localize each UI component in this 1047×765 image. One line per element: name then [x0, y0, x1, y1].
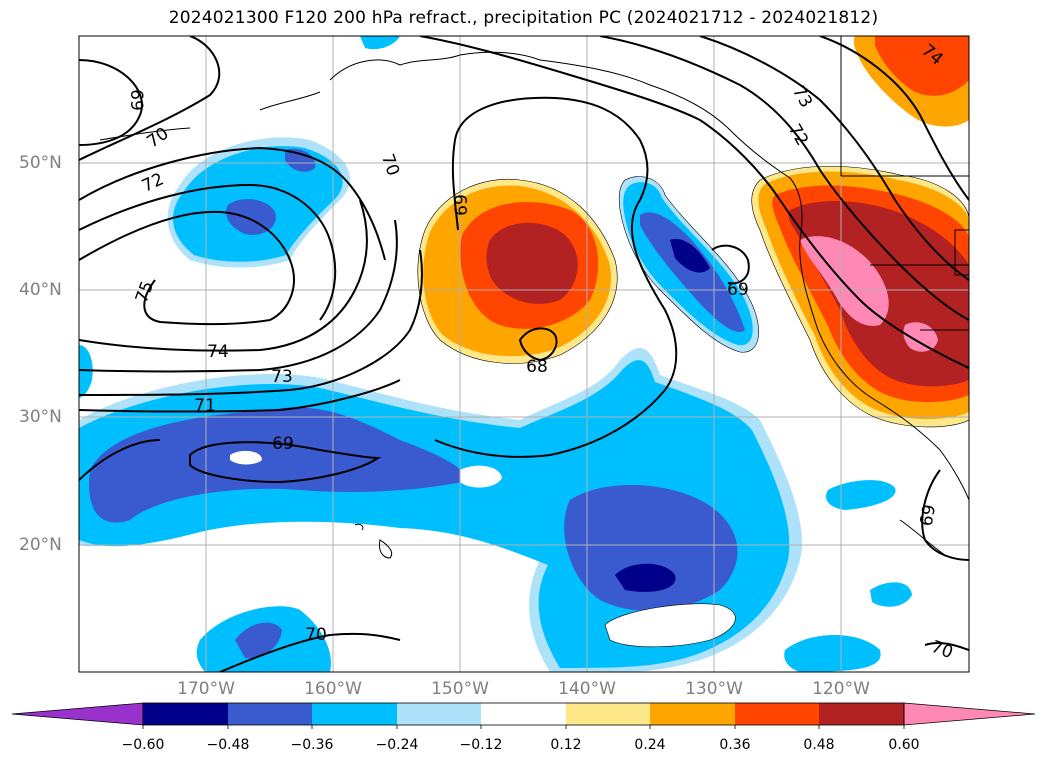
contour-label: 71 — [194, 396, 216, 416]
colorbar-tick-label: 0.48 — [803, 737, 835, 753]
latitude-label: 30°N — [19, 407, 62, 427]
colorbar-tick-label: −0.60 — [121, 737, 165, 753]
colorbar-segment — [650, 703, 735, 725]
contour-label: 70 — [305, 625, 327, 645]
map-title: 2024021300 F120 200 hPa refract., precip… — [168, 8, 879, 28]
precipitation-field — [79, 36, 969, 672]
longitude-label: 120°W — [812, 679, 870, 699]
colorbar-tick-label: −0.12 — [459, 737, 503, 753]
colorbar-segment — [819, 703, 904, 725]
colorbar-segment — [566, 703, 650, 725]
longitude-label: 160°W — [304, 679, 362, 699]
precip-outlines — [417, 166, 969, 648]
contour-label: 69 — [727, 280, 749, 300]
colorbar-tick-label: −0.36 — [290, 737, 334, 753]
contour-label: 68 — [526, 357, 548, 377]
longitude-label: 170°W — [177, 679, 235, 699]
colorbar-segment — [735, 703, 819, 725]
colorbar-segment — [228, 703, 312, 725]
longitude-label: 130°W — [685, 679, 743, 699]
plot-frame — [78, 35, 970, 673]
graticule — [79, 36, 969, 672]
colorbar-segment — [312, 703, 397, 725]
latitude-label: 20°N — [19, 535, 62, 555]
colorbar-tick-label: −0.24 — [375, 737, 419, 753]
colorbar-max-extend — [903, 702, 1036, 726]
contour-label: 69 — [126, 89, 146, 111]
refractivity-contours — [79, 36, 969, 672]
colorbar-tick-label: 0.24 — [634, 737, 666, 753]
colorbar-segment — [143, 703, 228, 725]
contour-label: 69 — [452, 194, 472, 216]
contour-label: 74 — [207, 342, 229, 362]
colorbar-segment — [481, 703, 566, 725]
latitude-label: 40°N — [19, 280, 62, 300]
colorbar-segment — [397, 703, 481, 725]
colorbar-min-extend — [11, 702, 144, 726]
contour-label: 73 — [271, 367, 293, 387]
latitude-label: 50°N — [19, 153, 62, 173]
colorbar-tick-label: −0.48 — [206, 737, 250, 753]
contour-label: 69 — [272, 434, 294, 454]
contour-label: 69 — [914, 503, 937, 528]
longitude-label: 140°W — [558, 679, 616, 699]
coastlines — [99, 36, 969, 559]
longitude-label: 150°W — [431, 679, 489, 699]
colorbar-tick-label: 0.36 — [719, 737, 751, 753]
colorbar-tick-label: 0.12 — [550, 737, 582, 753]
colorbar — [11, 702, 1036, 729]
colorbar-tick-label: 0.60 — [888, 737, 920, 753]
